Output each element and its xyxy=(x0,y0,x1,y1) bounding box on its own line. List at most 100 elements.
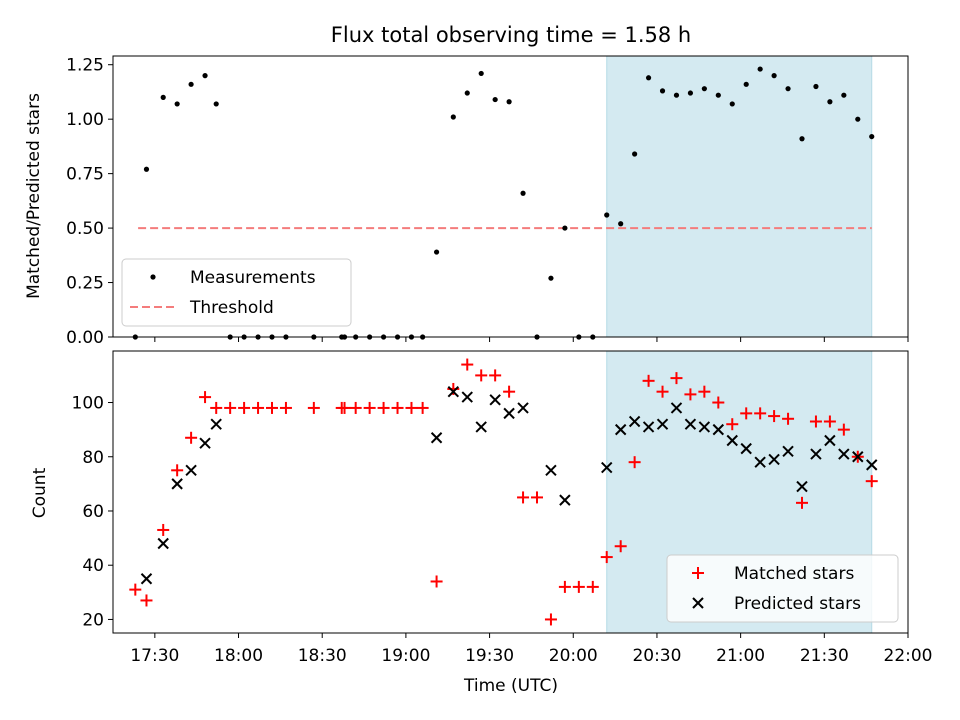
predicted-star-stroke-b xyxy=(461,391,473,403)
matched-star-point-18 xyxy=(391,401,404,414)
matched-star-point-37 xyxy=(656,385,669,398)
predicted-star-point-7 xyxy=(447,385,460,398)
matched-star-point-39 xyxy=(684,388,697,401)
predicted-star-point-1 xyxy=(157,537,169,550)
matched-star-point-34 xyxy=(614,540,627,553)
measurement-point-48 xyxy=(813,83,819,90)
matched-star-point-7 xyxy=(224,401,237,414)
measurement-point-43 xyxy=(743,81,749,87)
measurement-point-38 xyxy=(673,92,680,98)
matched-star-point-27 xyxy=(517,491,530,504)
measurement-point-4 xyxy=(188,81,194,87)
measurement-point-34 xyxy=(618,221,624,227)
matched-star-point-29 xyxy=(544,613,557,626)
predicted-star-point-5 xyxy=(210,418,222,430)
predicted-star-stroke-b xyxy=(824,434,836,447)
matched-star-point-17 xyxy=(377,401,390,414)
predicted-star-point-4 xyxy=(199,437,211,449)
predicted-star-stroke-b xyxy=(614,423,627,436)
predicted-star-stroke-b xyxy=(157,537,169,550)
measurement-point-21 xyxy=(433,249,440,255)
predicted-star-point-23 xyxy=(712,423,725,436)
legend-predicted-marker xyxy=(692,597,704,609)
matched-star-point-20 xyxy=(416,401,429,414)
predicted-star-point-30 xyxy=(810,448,822,460)
matched-star-point-2 xyxy=(157,523,170,536)
predicted-star-stroke-b xyxy=(171,478,183,490)
predicted-star-stroke-b xyxy=(866,459,878,471)
matched-star-point-4 xyxy=(185,431,198,444)
predicted-star-stroke-b xyxy=(642,421,655,433)
matched-star-point-23 xyxy=(461,358,474,371)
predicted-star-stroke-b xyxy=(601,461,613,474)
predicted-star-stroke-b xyxy=(726,434,738,447)
predicted-star-point-29 xyxy=(796,480,808,493)
predicted-star-stroke-b xyxy=(810,448,822,460)
x-axis-title: Time (UTC) xyxy=(463,676,558,696)
measurement-point-37 xyxy=(659,88,666,94)
x-tick-label-9: 22:00 xyxy=(884,646,933,666)
predicted-star-stroke-b xyxy=(656,418,669,430)
measurement-point-52 xyxy=(869,133,875,140)
predicted-star-stroke-b xyxy=(185,464,197,477)
predicted-star-point-6 xyxy=(430,432,443,444)
measurement-point-1 xyxy=(143,166,150,172)
top-x-axis-ticks xyxy=(154,337,909,342)
measurement-point-2 xyxy=(160,94,166,100)
top-y-tick-label-5: 1.25 xyxy=(66,56,104,76)
measurement-point-41 xyxy=(715,92,721,98)
predicted-star-stroke-b xyxy=(684,418,697,430)
matched-star-point-22 xyxy=(447,382,460,395)
predicted-star-stroke-b xyxy=(210,418,222,430)
bottom-panel: 20 40 60 80 100 17:30 18:00 18:30 19:00 19:30 20:… xyxy=(30,350,933,696)
top-y-tick-label-0: 0.00 xyxy=(66,328,104,348)
predicted-star-stroke-b xyxy=(503,407,515,420)
matched-star-point-33 xyxy=(600,551,613,564)
predicted-star-stroke-b xyxy=(199,437,211,449)
predicted-star-stroke-b xyxy=(140,573,153,585)
matched-star-point-8 xyxy=(238,401,251,414)
measurement-point-42 xyxy=(729,101,735,107)
matched-star-point-52 xyxy=(865,475,878,488)
predicted-star-point-24 xyxy=(726,434,738,447)
predicted-star-point-20 xyxy=(670,402,683,414)
matched-star-point-44 xyxy=(754,407,767,420)
x-tick-label-6: 20:30 xyxy=(632,646,681,666)
top-y-axis-title: Matched/Predicted stars xyxy=(24,93,44,299)
matched-star-point-36 xyxy=(642,374,655,387)
legend-measurements-marker xyxy=(150,274,156,280)
predicted-star-point-16 xyxy=(614,423,627,436)
predicted-star-stroke-b xyxy=(768,453,780,466)
matched-star-point-41 xyxy=(712,396,725,409)
predicted-star-point-32 xyxy=(838,448,850,460)
predicted-star-point-19 xyxy=(656,418,669,430)
x-tick-label-4: 19:30 xyxy=(465,646,514,666)
matched-star-point-0 xyxy=(129,583,142,596)
x-tick-label-3: 19:00 xyxy=(381,646,430,666)
predicted-star-stroke-b xyxy=(782,445,794,458)
matched-star-point-28 xyxy=(531,491,543,504)
matched-star-point-43 xyxy=(740,407,753,420)
matched-star-point-12 xyxy=(307,401,320,414)
matched-star-point-46 xyxy=(782,412,795,425)
bottom-y-tick-label-0: 20 xyxy=(82,610,104,630)
top-y-tick-label-3: 0.75 xyxy=(66,165,104,185)
x-tick-label-5: 20:00 xyxy=(549,646,598,666)
x-tick-label-2: 18:30 xyxy=(298,646,347,666)
top-y-tick-label-2: 0.50 xyxy=(66,219,104,239)
matched-star-point-24 xyxy=(475,369,488,382)
predicted-star-stroke-b xyxy=(559,494,571,506)
matched-star-point-25 xyxy=(489,369,502,382)
legend-threshold-label: Threshold xyxy=(189,298,274,318)
predicted-star-stroke-b xyxy=(517,402,529,414)
bottom-y-axis-title: Count xyxy=(30,467,50,518)
measurement-point-24 xyxy=(478,70,484,77)
measurement-point-25 xyxy=(492,96,498,103)
measurement-point-46 xyxy=(785,86,791,92)
predicted-star-stroke-b xyxy=(740,442,752,455)
predicted-star-point-33 xyxy=(852,451,864,463)
bottom-plot-frame xyxy=(112,350,909,634)
predicted-star-point-15 xyxy=(601,461,613,474)
matched-star-point-47 xyxy=(796,496,808,509)
